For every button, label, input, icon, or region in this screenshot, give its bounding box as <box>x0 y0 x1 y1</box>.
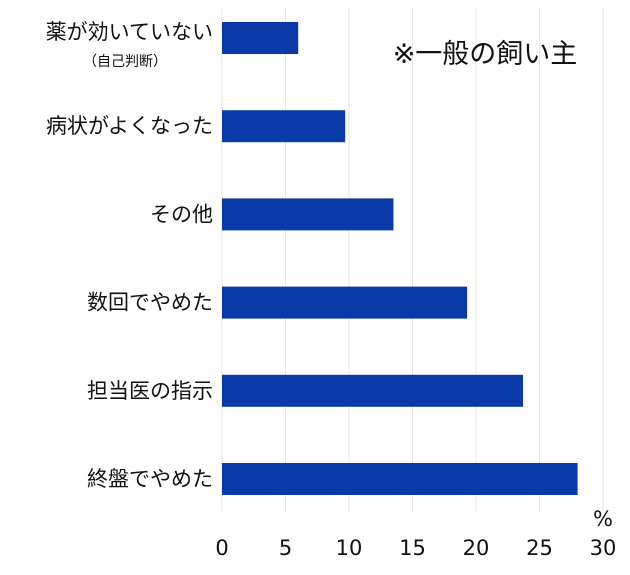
category-label: 薬が効いていない <box>46 20 213 44</box>
bar <box>222 286 468 319</box>
x-tick-label: 20 <box>463 536 490 560</box>
x-axis-ticks: 0 5 10 15 20 25 30 <box>215 536 616 560</box>
chart-annotation: ※一般の飼い主 <box>393 39 578 70</box>
bar <box>222 110 346 143</box>
category-label: 病状がよくなった <box>46 114 213 138</box>
bar <box>222 463 578 495</box>
x-tick-label: 30 <box>590 536 617 560</box>
x-tick-label: 0 <box>215 536 228 560</box>
x-axis-unit: % <box>593 507 613 531</box>
x-tick-label: 25 <box>526 536 553 560</box>
bar <box>222 22 299 54</box>
bars <box>222 22 578 495</box>
grid <box>221 8 604 512</box>
bar <box>222 374 523 407</box>
x-tick-label: 15 <box>399 536 426 560</box>
category-label: その他 <box>150 202 213 226</box>
category-labels: 薬が効いていない （自己判断） 病状がよくなったその他数回でやめた担当医の指示終盤で… <box>46 20 213 491</box>
category-label: 終盤でやめた <box>87 467 213 491</box>
bar <box>222 198 394 231</box>
category-sublabel: （自己判断） <box>83 54 167 70</box>
category-label: 担当医の指示 <box>87 379 213 403</box>
x-tick-label: 10 <box>336 536 363 560</box>
category-label: 数回でやめた <box>87 291 213 315</box>
x-tick-label: 5 <box>279 536 292 560</box>
